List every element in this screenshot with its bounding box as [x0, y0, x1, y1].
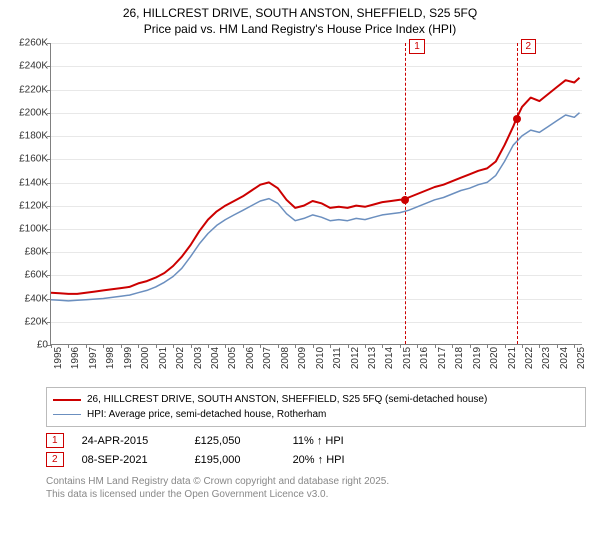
legend-row: 26, HILLCREST DRIVE, SOUTH ANSTON, SHEFF…	[53, 392, 579, 407]
x-tick-label: 1996	[68, 347, 81, 369]
sale-row: 1 24-APR-2015 £125,050 11% ↑ HPI	[46, 431, 586, 450]
x-tick-label: 1999	[121, 347, 134, 369]
sale-date: 24-APR-2015	[82, 435, 177, 447]
sale-delta: 11% ↑ HPI	[293, 435, 344, 447]
y-tick-label: £100K	[19, 224, 51, 235]
sale-marker	[401, 196, 409, 204]
sale-badge: 1	[46, 433, 64, 448]
x-tick-label: 2013	[365, 347, 378, 369]
series-svg	[51, 43, 583, 345]
sale-vline	[405, 43, 406, 344]
x-tick-label: 2021	[505, 347, 518, 369]
x-tick-label: 2016	[417, 347, 430, 369]
sale-vline	[517, 43, 518, 344]
sale-date: 08-SEP-2021	[82, 454, 177, 466]
series-price_paid	[51, 78, 580, 294]
chart-title: 26, HILLCREST DRIVE, SOUTH ANSTON, SHEFF…	[0, 0, 600, 39]
legend-swatch	[53, 399, 81, 401]
x-tick-label: 2015	[400, 347, 413, 369]
x-tick-label: 2010	[313, 347, 326, 369]
credits: Contains HM Land Registry data © Crown c…	[46, 475, 586, 501]
sale-row: 2 08-SEP-2021 £195,000 20% ↑ HPI	[46, 450, 586, 469]
sale-vline-badge: 2	[521, 39, 537, 54]
legend-label: 26, HILLCREST DRIVE, SOUTH ANSTON, SHEFF…	[87, 392, 487, 407]
sale-price: £125,050	[195, 435, 275, 447]
title-line1: 26, HILLCREST DRIVE, SOUTH ANSTON, SHEFF…	[10, 6, 590, 22]
credits-line1: Contains HM Land Registry data © Crown c…	[46, 475, 586, 488]
x-tick-label: 2004	[208, 347, 221, 369]
x-tick-label: 2012	[348, 347, 361, 369]
y-tick-label: £40K	[25, 293, 51, 304]
y-tick-label: £160K	[19, 154, 51, 165]
chart-area: £0 £20K £40K £60K £80K £100K £120K £140K £160K £1…	[8, 39, 590, 385]
x-tick-label: 1998	[103, 347, 116, 369]
x-tick-label: 2014	[382, 347, 395, 369]
y-tick-label: £20K	[25, 316, 51, 327]
title-line2: Price paid vs. HM Land Registry's House …	[10, 22, 590, 38]
y-tick-label: £120K	[19, 200, 51, 211]
x-tick-label: 2011	[330, 347, 343, 369]
x-tick-label: 2023	[539, 347, 552, 369]
legend: 26, HILLCREST DRIVE, SOUTH ANSTON, SHEFF…	[46, 387, 586, 427]
x-tick-label: 2025	[574, 347, 587, 369]
sale-vline-badge: 1	[409, 39, 425, 54]
sale-price: £195,000	[195, 454, 275, 466]
sales-table: 1 24-APR-2015 £125,050 11% ↑ HPI 2 08-SEP-202…	[46, 431, 586, 469]
y-tick-label: £200K	[19, 107, 51, 118]
legend-row: HPI: Average price, semi-detached house,…	[53, 407, 579, 422]
x-tick-label: 2006	[243, 347, 256, 369]
x-tick-label: 2024	[557, 347, 570, 369]
x-tick-label: 2008	[278, 347, 291, 369]
x-tick-label: 2003	[191, 347, 204, 369]
sale-badge: 2	[46, 452, 64, 467]
sale-delta: 20% ↑ HPI	[293, 454, 345, 466]
legend-swatch	[53, 414, 81, 415]
x-tick-label: 1997	[86, 347, 99, 369]
x-tick-label: 2009	[295, 347, 308, 369]
x-tick-label: 2002	[173, 347, 186, 369]
y-tick-label: £80K	[25, 247, 51, 258]
x-tick-label: 2001	[156, 347, 169, 369]
credits-line2: This data is licensed under the Open Gov…	[46, 488, 586, 501]
sale-marker	[513, 115, 521, 123]
x-tick-label: 2020	[487, 347, 500, 369]
y-tick-label: £180K	[19, 131, 51, 142]
y-tick-label: £0	[37, 340, 51, 351]
y-tick-label: £240K	[19, 61, 51, 72]
y-tick-label: £60K	[25, 270, 51, 281]
y-tick-label: £140K	[19, 177, 51, 188]
x-tick-label: 2005	[225, 347, 238, 369]
y-tick-label: £260K	[19, 38, 51, 49]
x-tick-label: 2000	[138, 347, 151, 369]
x-tick-label: 2018	[452, 347, 465, 369]
x-tick-label: 2019	[470, 347, 483, 369]
legend-label: HPI: Average price, semi-detached house,…	[87, 407, 326, 422]
x-tick-label: 2022	[522, 347, 535, 369]
x-tick-label: 1995	[51, 347, 64, 369]
plot-region: £0£20K£40K£60K£80K£100K£120K£140K£160K£1…	[50, 43, 582, 345]
series-hpi	[51, 113, 580, 301]
y-tick-label: £220K	[19, 84, 51, 95]
x-tick-label: 2017	[435, 347, 448, 369]
x-tick-label: 2007	[260, 347, 273, 369]
